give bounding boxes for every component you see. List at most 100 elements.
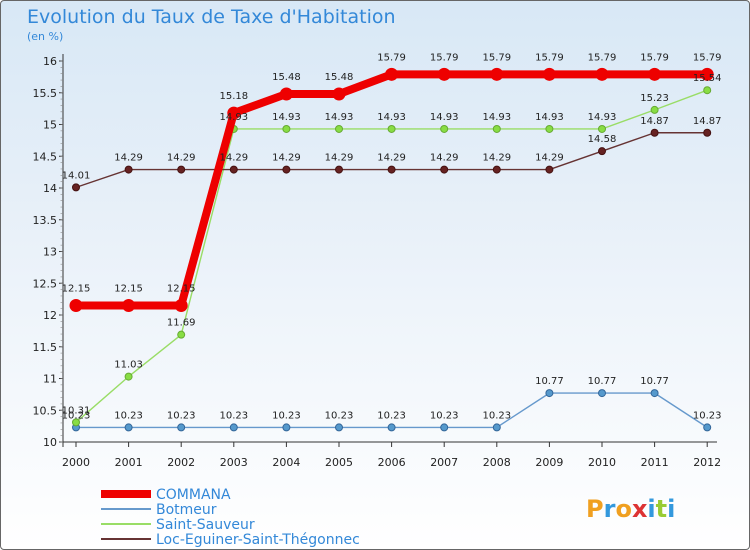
data-point <box>650 389 659 398</box>
data-point <box>335 423 343 432</box>
data-point <box>69 298 83 312</box>
data-label: 14.29 <box>325 153 354 164</box>
data-point <box>229 165 238 174</box>
data-point <box>227 106 241 120</box>
data-point <box>177 423 186 432</box>
data-point <box>700 67 714 81</box>
data-label: 15.79 <box>693 52 722 63</box>
data-point <box>282 124 291 133</box>
data-label: 11.69 <box>167 318 196 329</box>
data-label: 10.23 <box>114 410 143 421</box>
data-label: 14.93 <box>535 112 564 123</box>
data-point <box>387 423 396 432</box>
x-tick-label: 2008 <box>483 456 511 469</box>
data-label: 14.01 <box>62 170 91 181</box>
data-point <box>282 423 291 432</box>
y-tick-label: 12 <box>43 309 57 322</box>
data-label: 15.79 <box>588 52 617 63</box>
data-label: 14.29 <box>482 153 511 164</box>
data-label: 14.93 <box>272 112 301 123</box>
data-point <box>332 87 346 101</box>
series-line <box>76 70 708 310</box>
data-label: 15.48 <box>325 72 354 83</box>
data-label: 10.23 <box>219 410 248 421</box>
data-point <box>387 124 396 133</box>
chart-title: Evolution du Taux de Taxe d'Habitation <box>27 6 396 28</box>
logo-letter: P <box>586 495 604 523</box>
logo-letter: x <box>632 495 648 523</box>
legend-label: Loc-Eguiner-Saint-Thégonnec <box>156 532 360 548</box>
x-tick-label: 2005 <box>325 456 353 469</box>
y-tick-label: 14 <box>43 182 57 195</box>
y-tick-label: 11 <box>43 373 57 386</box>
data-point <box>124 423 133 432</box>
data-point <box>124 372 133 381</box>
data-point <box>598 124 606 133</box>
data-label: 15.79 <box>535 52 564 63</box>
x-tick-label: 2003 <box>220 456 248 469</box>
data-label: 15.54 <box>693 73 722 84</box>
data-label: 10.77 <box>535 376 564 387</box>
data-label: 14.93 <box>219 112 248 123</box>
data-label: 14.29 <box>167 153 196 164</box>
x-tick-label: 2000 <box>62 456 90 469</box>
logo-letter: o <box>615 495 632 523</box>
data-label: 12.15 <box>62 283 91 294</box>
data-label: 10.23 <box>377 410 406 421</box>
legend-label: Botmeur <box>156 502 217 518</box>
data-label: 15.48 <box>272 72 301 83</box>
x-tick-label: 2007 <box>430 456 458 469</box>
data-label: 15.23 <box>640 93 669 104</box>
data-label: 14.93 <box>430 112 459 123</box>
data-point <box>174 298 188 312</box>
x-tick-label: 2012 <box>693 456 721 469</box>
data-label: 10.23 <box>693 410 722 421</box>
data-label: 14.29 <box>430 153 459 164</box>
data-point <box>648 67 662 81</box>
data-label: 11.03 <box>114 360 143 371</box>
data-point <box>492 165 501 174</box>
legend-label: Saint-Sauveur <box>156 517 255 533</box>
data-label: 10.23 <box>62 410 91 421</box>
data-label: 15.79 <box>430 52 459 63</box>
proxiti-logo: Proxiti <box>586 495 675 523</box>
data-point <box>282 165 291 174</box>
data-point <box>437 67 451 81</box>
y-tick-label: 16 <box>43 55 57 68</box>
y-tick-label: 13.5 <box>33 214 58 227</box>
data-point <box>440 165 449 174</box>
data-label: 10.77 <box>640 376 669 387</box>
legend-label: COMMANA <box>156 487 231 503</box>
logo-letter: t <box>656 495 667 523</box>
data-label: 14.93 <box>482 112 511 123</box>
data-point <box>122 298 136 312</box>
y-tick-label: 10.5 <box>33 404 58 417</box>
data-point <box>124 165 133 174</box>
data-label: 15.18 <box>219 91 248 102</box>
data-label: 10.23 <box>325 410 354 421</box>
y-tick-label: 12.5 <box>33 277 58 290</box>
x-tick-label: 2001 <box>115 456 143 469</box>
data-point <box>335 165 343 174</box>
data-label: 10.23 <box>430 410 459 421</box>
data-point <box>650 105 659 114</box>
data-point <box>492 124 501 133</box>
data-point <box>595 67 609 81</box>
data-point <box>72 183 80 192</box>
data-label: 10.23 <box>272 410 301 421</box>
data-point <box>440 124 449 133</box>
data-point <box>650 128 659 137</box>
y-tick-label: 13 <box>43 246 57 259</box>
y-tick-label: 15.5 <box>33 87 58 100</box>
data-point <box>703 423 712 432</box>
y-tick-label: 11.5 <box>33 341 58 354</box>
data-label: 12.15 <box>114 283 143 294</box>
data-label: 14.29 <box>377 153 406 164</box>
x-tick-label: 2006 <box>378 456 406 469</box>
data-label: 14.87 <box>640 116 669 127</box>
data-point <box>387 165 396 174</box>
data-label: 14.93 <box>325 112 354 123</box>
data-label: 14.87 <box>693 116 722 127</box>
